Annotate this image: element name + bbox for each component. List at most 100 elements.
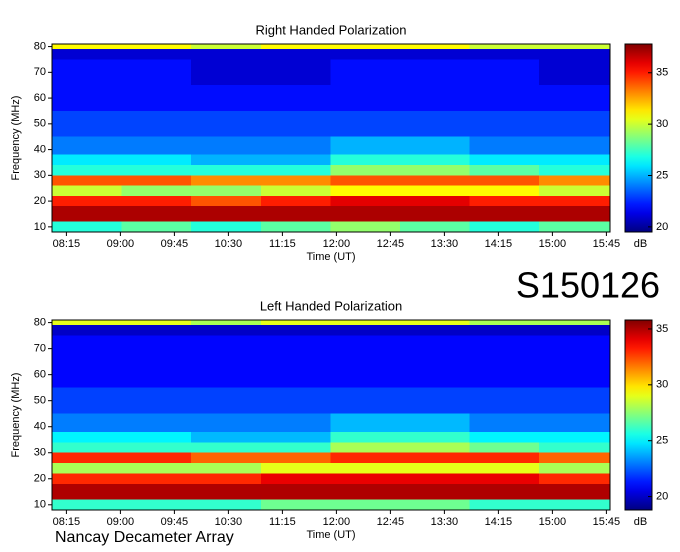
heatmap-cell [260, 49, 331, 60]
heatmap-cell [400, 165, 470, 176]
heatmap-cell [469, 431, 540, 443]
heatmap-cell [121, 473, 192, 484]
heatmap-cell [330, 499, 400, 510]
heatmap-cell [52, 165, 122, 176]
heatmap-cell [400, 195, 470, 207]
y-tick-label: 30 [34, 447, 46, 459]
x-tick-label: 09:45 [161, 238, 189, 250]
heatmap-cell [121, 44, 192, 50]
heatmap-cell [400, 110, 470, 137]
heatmap-cell [52, 499, 122, 510]
heatmap-cell [260, 221, 331, 232]
heatmap-cell [121, 195, 192, 207]
heatmap-cell [191, 59, 261, 86]
heatmap-cell [121, 431, 192, 443]
heatmap-cell [191, 387, 261, 414]
heatmap-cell [52, 325, 122, 336]
heatmap-cell [121, 499, 192, 510]
heatmap-cell [469, 206, 540, 222]
colorbar-label: dB [634, 516, 647, 528]
heatmap-cell [469, 44, 540, 50]
heatmap-cell [260, 110, 331, 137]
heatmap-cell [260, 499, 331, 510]
heatmap-cell [260, 473, 331, 484]
heatmap-cell [260, 165, 331, 176]
colorbar-tick-label: 25 [656, 169, 668, 181]
heatmap-cell [52, 175, 122, 186]
heatmap-cell [330, 136, 400, 155]
heatmap-cell [539, 49, 610, 60]
heatmap-cell [539, 361, 610, 388]
heatmap-cell [539, 431, 610, 443]
heatmap-cell [400, 413, 470, 432]
heatmap-cell [191, 413, 261, 432]
heatmap-cell [330, 452, 400, 464]
heatmap-cell [469, 413, 540, 432]
heatmap-cell [260, 320, 331, 326]
heatmap-cell [539, 206, 610, 222]
heatmap-cell [121, 49, 192, 60]
heatmap-cell [121, 185, 192, 196]
heatmap-cell [260, 185, 331, 196]
heatmap-cell [191, 320, 261, 326]
heatmap-cell [191, 483, 261, 500]
heatmap-cell [539, 44, 610, 50]
heatmap-cell [52, 387, 122, 414]
heatmap-cell [539, 452, 610, 464]
x-tick-label: 09:45 [161, 516, 189, 528]
x-tick-label: 08:15 [53, 238, 81, 250]
x-tick-label: 13:30 [431, 238, 459, 250]
heatmap-cell [191, 473, 261, 484]
heatmap-cell [469, 442, 540, 453]
heatmap-cell [52, 206, 122, 222]
heatmap-cell [330, 206, 400, 222]
heatmap-cell [330, 185, 400, 196]
heatmap-cell [260, 483, 331, 500]
heatmap-cell [469, 387, 540, 414]
heatmap-cell [539, 165, 610, 176]
heatmap-cell [191, 154, 261, 166]
heatmap-cell [260, 452, 331, 464]
heatmap-cell [400, 136, 470, 155]
x-tick-label: 12:45 [377, 516, 405, 528]
heatmap-cell [330, 335, 400, 362]
heatmap-cell [191, 431, 261, 443]
colorbar [624, 43, 653, 233]
heatmap-cell [400, 320, 470, 326]
heatmap-cell [260, 59, 331, 86]
y-tick-label: 20 [34, 195, 46, 207]
heatmap-cell [191, 85, 261, 111]
observation-id: S150126 [516, 265, 660, 306]
colorbar-tick-label: 30 [656, 379, 668, 391]
heatmap-cell [330, 463, 400, 474]
heatmap-cell [52, 85, 122, 111]
heatmap-cell [52, 44, 122, 50]
heatmap-cell [400, 483, 470, 500]
heatmap-cell [121, 483, 192, 500]
x-tick-label: 11:15 [269, 238, 296, 250]
heatmap-cell [191, 110, 261, 137]
heatmap-cell [52, 49, 122, 60]
heatmap-cell [330, 85, 400, 111]
heatmap-cell [121, 361, 192, 388]
heatmap-cell [330, 59, 400, 86]
heatmap-cell [469, 195, 540, 207]
heatmap-cell [52, 463, 122, 474]
y-tick-label: 50 [34, 395, 46, 407]
heatmap-cell [330, 110, 400, 137]
heatmap-cell [539, 325, 610, 336]
heatmap-cell [400, 431, 470, 443]
heatmap-cell [469, 335, 540, 362]
heatmap-cell [539, 221, 610, 232]
heatmap-cell [469, 165, 540, 176]
heatmap-cell [469, 49, 540, 60]
plot-frame [51, 319, 611, 511]
y-tick-label: 10 [34, 499, 46, 511]
heatmap-cell [52, 483, 122, 500]
heatmap-cell [191, 361, 261, 388]
y-tick-label: 70 [34, 66, 46, 78]
heatmap-cell [469, 325, 540, 336]
heatmap-cell [121, 175, 192, 186]
heatmap-cell [469, 59, 540, 86]
heatmap-cell [191, 221, 261, 232]
